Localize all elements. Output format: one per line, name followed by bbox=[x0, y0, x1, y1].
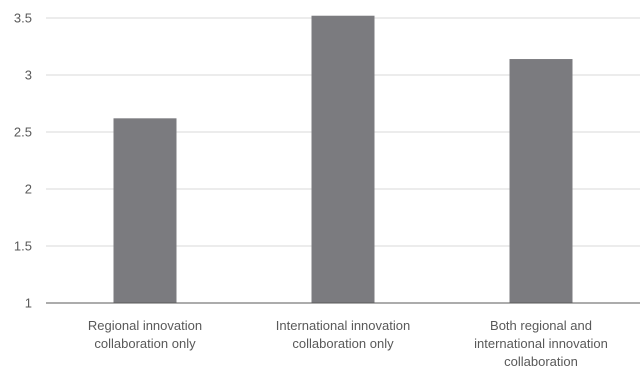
category-label: Regional innovation collaboration only bbox=[88, 318, 202, 351]
bar bbox=[113, 118, 177, 303]
bar bbox=[311, 15, 375, 303]
y-tick-label: 3 bbox=[25, 68, 32, 83]
y-tick-label: 2 bbox=[25, 182, 32, 197]
bar bbox=[509, 59, 573, 303]
bars bbox=[113, 15, 573, 303]
y-tick-label: 1 bbox=[25, 296, 32, 311]
y-tick-labels: 1 1.5 2 2.5 3 3.5 bbox=[14, 11, 32, 311]
y-tick-label: 3.5 bbox=[14, 11, 32, 26]
category-labels: Regional innovation collaboration only Int… bbox=[88, 318, 608, 369]
y-tick-label: 2.5 bbox=[14, 125, 32, 140]
y-tick-label: 1.5 bbox=[14, 239, 32, 254]
category-label: Both regional and international innovatio… bbox=[474, 318, 608, 369]
category-label: International innovation collaboration on… bbox=[276, 318, 410, 351]
